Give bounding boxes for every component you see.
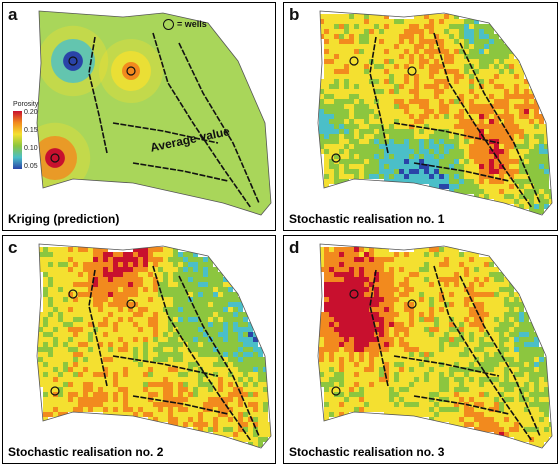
panel-caption: Stochastic realisation no. 2 (8, 445, 164, 459)
well-marker (349, 289, 359, 299)
panel-letter: b (289, 5, 300, 24)
fault-line (413, 162, 510, 182)
fault-line (112, 122, 219, 144)
porosity-field (319, 247, 552, 447)
legend-tick: 0.05 (24, 163, 38, 170)
panel-letter: a (8, 5, 18, 24)
fault-line (152, 32, 252, 209)
panel-caption: Kriging (prediction) (8, 212, 120, 226)
fault-line (433, 265, 533, 442)
wells-legend: = wells (163, 19, 207, 31)
well-marker (126, 299, 136, 309)
panel-a: a = wells Porosity 0.20 0.15 0.10 0.05 A… (2, 2, 276, 231)
porosity-field (37, 11, 271, 215)
legend-tick: 0.10 (24, 145, 38, 152)
fault-line (459, 275, 541, 437)
well-marker (50, 386, 60, 396)
panel-c: c Stochastic realisation no. 2 (2, 235, 276, 464)
panel-letter: c (8, 238, 18, 257)
fault-line (369, 269, 389, 387)
fault-line (112, 355, 219, 377)
field-boundary (36, 243, 272, 449)
well-marker (349, 56, 359, 66)
porosity-field (38, 247, 271, 447)
panel-letter: d (289, 238, 300, 257)
fault-line (369, 36, 389, 154)
panel-b: b Stochastic realisation no. 1 (283, 2, 558, 231)
panel-caption: Stochastic realisation no. 1 (289, 212, 445, 226)
fault-line (393, 355, 500, 377)
field-boundary (36, 10, 272, 216)
fault-line (132, 395, 229, 415)
porosity-map-c (36, 243, 272, 449)
well-marker (407, 299, 417, 309)
fault-line (178, 42, 260, 204)
fault-line (413, 395, 510, 415)
panel-caption: Stochastic realisation no. 3 (289, 445, 445, 459)
well-ring-icon (163, 19, 174, 31)
fault-line (459, 42, 541, 204)
fault-line (132, 162, 229, 182)
legend-color-bar (13, 111, 22, 169)
legend-tick: 0.20 (24, 109, 38, 116)
fault-line (393, 122, 500, 144)
porosity-map-b (317, 10, 553, 216)
porosity-map-a (36, 10, 272, 216)
fault-line (152, 265, 252, 442)
well-marker (68, 56, 78, 66)
panel-d: d Stochastic realisation no. 3 (283, 235, 558, 464)
porosity-legend: Porosity 0.20 0.15 0.10 0.05 (11, 101, 51, 181)
well-marker (331, 386, 341, 396)
wells-legend-label: = wells (177, 19, 207, 29)
field-boundary (317, 243, 553, 449)
well-marker (331, 153, 341, 163)
fault-line (88, 269, 108, 387)
fault-line (178, 275, 260, 437)
fault-line (88, 36, 108, 154)
well-marker (50, 153, 60, 163)
fault-line (433, 32, 533, 209)
field-boundary (317, 10, 553, 216)
legend-tick: 0.15 (24, 127, 38, 134)
porosity-map-d (317, 243, 553, 449)
well-marker (126, 66, 136, 76)
legend-title: Porosity (13, 101, 39, 108)
well-marker (407, 66, 417, 76)
well-marker (68, 289, 78, 299)
